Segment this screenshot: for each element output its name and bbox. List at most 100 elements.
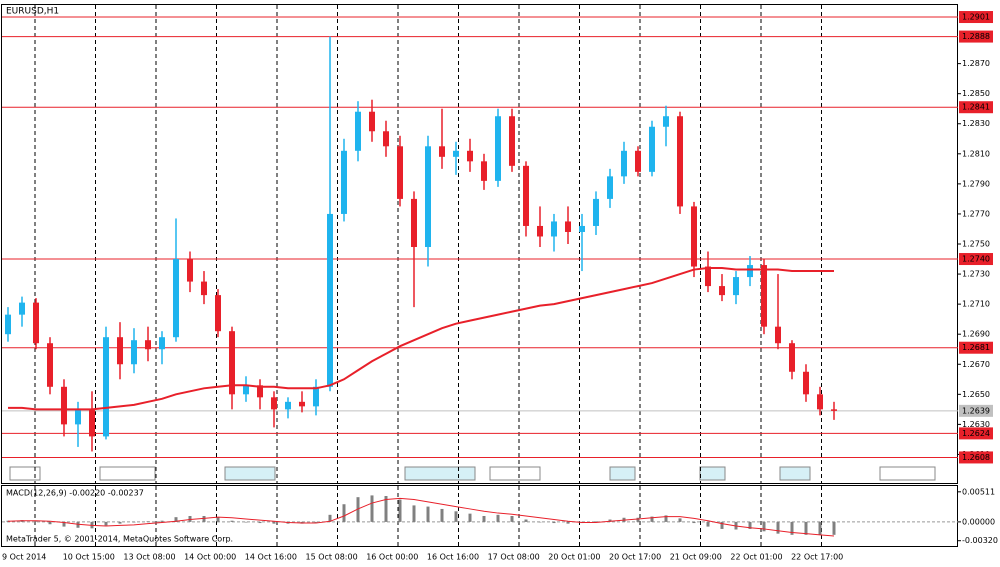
macd-bar [174,517,178,522]
price-label-box [959,30,993,43]
macd-bar [776,521,780,534]
candle-body [439,146,445,157]
y-tick-label: 1.2770 [962,209,990,218]
y-tick-label: 1.2730 [962,270,990,279]
main-panel [1,4,958,484]
y-tick-label: 1.2710 [962,300,990,309]
macd-bar [496,514,500,522]
macd-bar [370,495,374,522]
candle-body [131,340,137,365]
macd-label: MACD(12,26,9) -0.00220 -0.00237 [6,489,144,498]
macd-bar [146,521,150,522]
candle-body [19,302,25,315]
candle-body [103,337,109,437]
level-label: 1.2681 [962,343,990,352]
macd-bar [454,511,458,522]
macd-bar [706,521,710,527]
candle-body [453,150,459,157]
candle-body [313,386,319,407]
candle-body [467,150,473,162]
candle-body [523,165,529,226]
candle-body [621,150,627,177]
macd-bar [678,518,682,522]
candle-body [411,198,417,248]
level-label: 1.2608 [962,453,990,462]
candle-body [159,337,165,350]
candle-body [663,116,669,127]
x-tick-label: 9 Oct 2014 [2,553,46,562]
macd-bar [258,521,262,524]
candle-body [33,302,39,344]
candle-body [145,340,151,350]
candle-body [229,331,235,395]
candle-body [775,326,781,344]
macd-bar [202,516,206,522]
macd-bar [426,506,430,522]
event-strip [9,466,936,481]
candle-body [705,266,711,287]
level-label: 1.2888 [962,32,990,41]
candle-body [271,397,277,410]
macd-bar [244,521,248,523]
x-tick-label: 10 Oct 15:00 [63,553,115,562]
macd-bar [552,521,556,524]
macd-bar [664,515,668,522]
macd-bar [342,504,346,522]
macd-signal [7,497,835,537]
y-tick-label: 1.2850 [962,89,990,98]
y-tick-label: 1.2790 [962,179,990,188]
candle-body [803,371,809,395]
moving-average [8,267,834,411]
candle-body [341,150,347,214]
macd-bar [636,517,640,522]
candle-body [565,221,571,232]
candle-body [61,386,67,425]
macd-bar [76,521,80,528]
candle-body [383,131,389,147]
x-tick-label: 22 Oct 17:00 [791,553,843,562]
macd-bar [482,516,486,522]
x-tick-label: 22 Oct 01:00 [730,553,782,562]
x-tick-label: 14 Oct 00:00 [184,553,236,562]
candle-body [509,116,515,166]
candle-body [747,265,753,278]
macd-bar [104,521,108,526]
macd-bar [594,521,598,522]
macd-bar [188,516,192,522]
macd-panel [1,485,958,547]
candle-body [201,281,207,296]
macd-bar [790,521,794,535]
x-tick-label: 17 Oct 08:00 [488,553,540,562]
macd-tick-label: 0.00000 [962,517,995,526]
macd-bar [692,521,696,524]
macd-bar [160,520,164,522]
candle-body [47,343,53,387]
candle-body [817,394,823,410]
macd-bar [566,521,570,524]
price-label-box [959,341,993,354]
macd-bar [608,519,612,522]
macd-bar [538,521,542,523]
y-tick-label: 1.2690 [962,330,990,339]
candle-body [551,221,557,237]
candle-body [789,343,795,372]
candle-body [173,259,179,338]
current-price-label: 1.2639 [962,406,990,415]
candle-body [117,337,123,365]
macd-bar [412,505,416,522]
macd-bar [216,517,220,522]
macd-bar [468,513,472,522]
candle-body [649,126,655,172]
candle-body [369,111,375,132]
price-label-box [959,451,993,464]
x-tick-label: 16 Oct 00:00 [366,553,418,562]
price-label-box [959,253,993,266]
candle-body [761,265,767,327]
macd-bar [720,521,724,529]
x-tick-label: 15 Oct 08:00 [306,553,358,562]
candle-body [607,176,613,199]
y-tick-label: 1.2750 [962,240,990,249]
candle-body [579,225,585,232]
macd-tick-label: 0.00511 [962,487,995,496]
x-tick-label: 13 Oct 08:00 [123,553,175,562]
